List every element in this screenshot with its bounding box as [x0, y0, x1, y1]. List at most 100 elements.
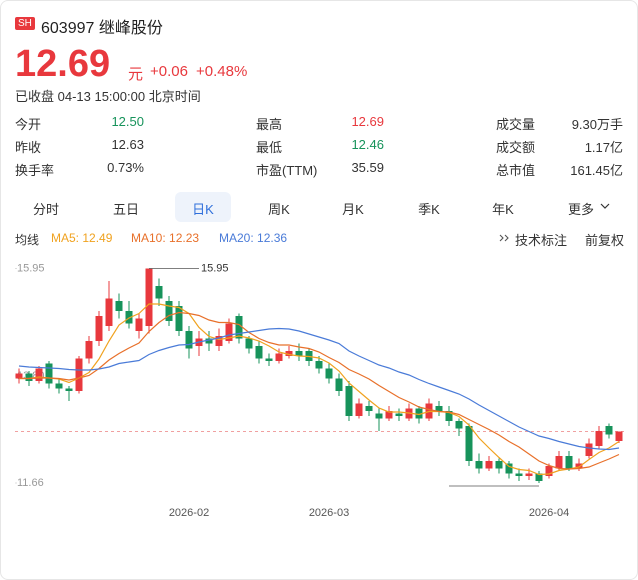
legend-entry: MA5: 12.49 — [51, 231, 113, 245]
tab[interactable]: 年K — [492, 202, 514, 217]
candle-body — [505, 463, 513, 474]
candle-body — [325, 368, 333, 379]
candle-body — [45, 363, 53, 384]
tab[interactable]: 分时 — [32, 202, 60, 217]
candle-body — [275, 353, 283, 361]
stat-label: 换手率 — [15, 163, 55, 178]
candle-body — [245, 338, 253, 349]
candle-body — [335, 378, 343, 391]
y-tick-label: 15.95 — [17, 262, 45, 274]
price-unit: 元 — [128, 66, 144, 83]
candle-body — [75, 358, 83, 391]
tool-icon — [499, 234, 509, 242]
stat-label: 最低 — [256, 140, 283, 155]
stat-value: 0.73% — [107, 160, 144, 175]
stock-title: 603997 继峰股份 — [41, 14, 163, 38]
candle-body — [155, 286, 163, 299]
candle-body — [25, 373, 33, 381]
x-tick-label: 2026-03 — [309, 507, 349, 519]
tab[interactable]: 五日 — [112, 202, 140, 217]
candle-body — [125, 311, 133, 324]
stat-value: 9.30万手 — [571, 117, 623, 132]
ma-line — [18, 327, 620, 451]
candle-body — [395, 413, 403, 416]
change: +0.06 — [150, 63, 188, 80]
stat-label: 市盈(TTM) — [256, 163, 318, 178]
candle-body — [585, 443, 593, 456]
status: 已收盘 04-13 15:00:00 北京时间 — [15, 89, 201, 104]
candle-body — [355, 403, 363, 416]
candle-body — [475, 461, 483, 469]
stat-label: 成交额 — [496, 140, 536, 155]
stat-label: 今开 — [15, 117, 42, 132]
candle-body — [535, 473, 543, 481]
stock-name: 继峰股份 — [98, 20, 163, 37]
candle-body — [105, 298, 113, 326]
y-tick-label: 11.66 — [17, 477, 44, 489]
candle-body — [315, 361, 323, 369]
candle-body — [485, 461, 493, 469]
candle-body — [385, 411, 393, 419]
tab[interactable]: 日K — [192, 202, 214, 217]
max-label: 15.95 — [201, 262, 229, 274]
change-pct: +0.48% — [196, 63, 248, 80]
candle-body — [205, 338, 213, 344]
candle-body — [545, 466, 553, 476]
stat-value: 12.63 — [111, 137, 144, 152]
candle-body — [555, 456, 563, 469]
stat-label: 总市值 — [496, 163, 536, 178]
candle-body — [565, 456, 573, 469]
x-tick-label: 2026-02 — [169, 507, 209, 519]
candle-body — [575, 463, 583, 469]
tab-highlight — [175, 192, 231, 222]
candle-body — [165, 301, 173, 321]
candle-body — [215, 336, 223, 346]
candle-body — [285, 351, 293, 356]
candle-body — [15, 373, 23, 379]
tab[interactable]: 季K — [418, 202, 440, 217]
candle-body — [135, 318, 143, 331]
candle-body — [455, 421, 463, 429]
exchange-badge: SH — [15, 17, 35, 30]
stat-value: 1.17亿 — [584, 140, 623, 155]
candle-body — [175, 306, 183, 331]
candle-body — [375, 413, 383, 419]
candle-body — [225, 323, 233, 341]
stat-label: 成交量 — [496, 117, 536, 132]
tab[interactable]: 月K — [342, 202, 364, 217]
stat-value: 12.50 — [111, 114, 144, 129]
candle-body — [595, 431, 603, 446]
candle-body — [145, 268, 153, 326]
candle-body — [295, 351, 303, 356]
tab[interactable]: 周K — [268, 202, 290, 217]
candle-body — [235, 316, 243, 339]
candle-body — [465, 426, 473, 461]
tab[interactable]: 更多 — [567, 202, 595, 217]
stat-value: 161.45亿 — [570, 163, 623, 178]
stock-code: 603997 — [41, 20, 95, 37]
candle-body — [115, 301, 123, 311]
tool[interactable]: 前复权 — [585, 233, 625, 248]
candle-body — [415, 408, 423, 419]
candle-body — [525, 473, 533, 476]
stat-value: 12.46 — [351, 137, 384, 152]
ma-line — [19, 303, 620, 476]
stat-value: 35.59 — [351, 160, 384, 175]
price: 12.69 — [15, 43, 111, 85]
candle-body — [35, 368, 43, 381]
legend-entry: MA10: 12.23 — [131, 231, 200, 245]
candle-body — [65, 388, 73, 391]
stat-label: 昨收 — [15, 140, 42, 155]
legend-entry: MA20: 12.36 — [219, 231, 288, 245]
candle-body — [55, 383, 63, 389]
stat-value: 12.69 — [351, 114, 384, 129]
x-tick-label: 2026-04 — [529, 507, 569, 519]
candle-body — [615, 431, 623, 441]
candle-body — [85, 341, 93, 359]
more-chevron — [600, 203, 610, 209]
candle-body — [605, 426, 613, 435]
candle-body — [515, 473, 523, 476]
tool[interactable]: 技术标注 — [515, 233, 568, 248]
